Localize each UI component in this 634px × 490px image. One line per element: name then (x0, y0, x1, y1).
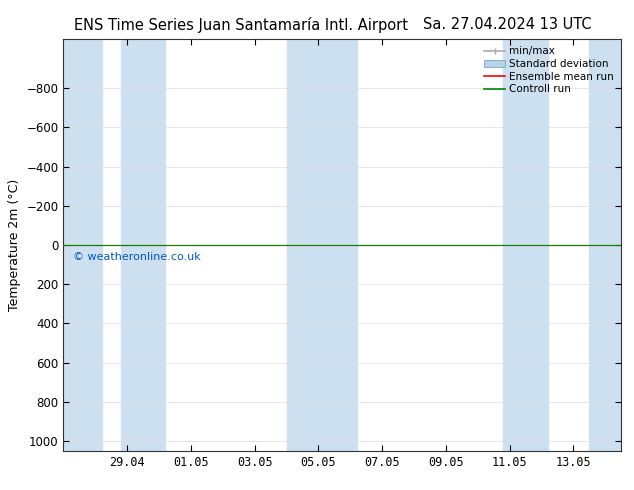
Y-axis label: Temperature 2m (°C): Temperature 2m (°C) (8, 179, 21, 311)
Bar (590, 39, 621, 451)
Bar (63, 39, 101, 451)
Bar (287, 39, 357, 451)
Bar (503, 39, 548, 451)
Text: © weatheronline.co.uk: © weatheronline.co.uk (73, 252, 201, 262)
Text: ENS Time Series Juan Santamaría Intl. Airport: ENS Time Series Juan Santamaría Intl. Ai… (74, 17, 408, 33)
Bar (121, 39, 165, 451)
Legend: min/max, Standard deviation, Ensemble mean run, Controll run: min/max, Standard deviation, Ensemble me… (482, 45, 616, 97)
Text: Sa. 27.04.2024 13 UTC: Sa. 27.04.2024 13 UTC (423, 17, 592, 32)
